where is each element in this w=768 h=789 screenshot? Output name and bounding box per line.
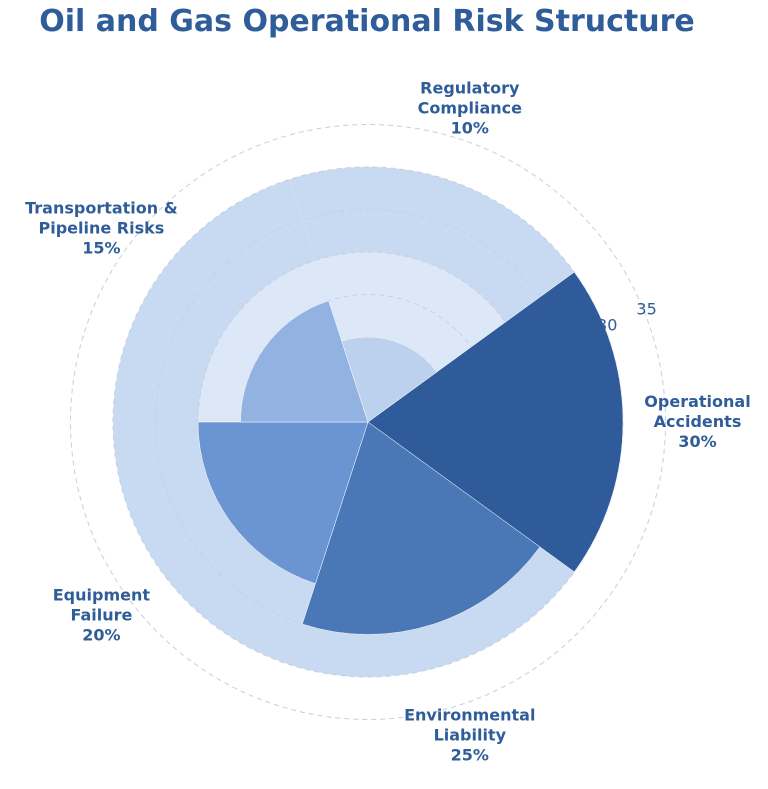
bar-sector: [367, 271, 624, 573]
radial-tick-label: 5: [405, 395, 415, 414]
bar-sector: [341, 336, 438, 423]
category-label: Pipeline Risks: [39, 218, 165, 237]
category-label: Failure: [70, 606, 132, 625]
radial-tick-label: 20: [518, 347, 538, 366]
category-label: 30%: [678, 432, 716, 451]
bar-sector: [302, 421, 541, 635]
category-label: 20%: [82, 626, 120, 645]
category-label: Compliance: [418, 99, 523, 118]
grid-circle: [70, 124, 666, 720]
chart-title: Oil and Gas Operational Risk Structure: [39, 4, 695, 39]
category-label: Accidents: [654, 412, 742, 431]
category-label: 10%: [451, 119, 489, 138]
bar-sector: [197, 421, 369, 584]
radial-tick-label: 35: [636, 299, 656, 318]
radial-tick-label: 30: [597, 315, 617, 334]
category-label: Liability: [434, 725, 507, 744]
category-label: Operational: [644, 392, 750, 411]
category-label: 15%: [82, 238, 120, 257]
radial-tick-label: 10: [439, 379, 459, 398]
category-label: Regulatory: [420, 79, 520, 98]
category-label: 25%: [451, 745, 489, 764]
category-label: Transportation &: [25, 198, 178, 217]
radial-tick-label: 25: [558, 331, 578, 350]
bar-sector: [240, 300, 369, 423]
category-label: Environmental: [404, 705, 535, 724]
radial-tick-label: 15: [479, 363, 499, 382]
category-label: Equipment: [53, 586, 151, 605]
